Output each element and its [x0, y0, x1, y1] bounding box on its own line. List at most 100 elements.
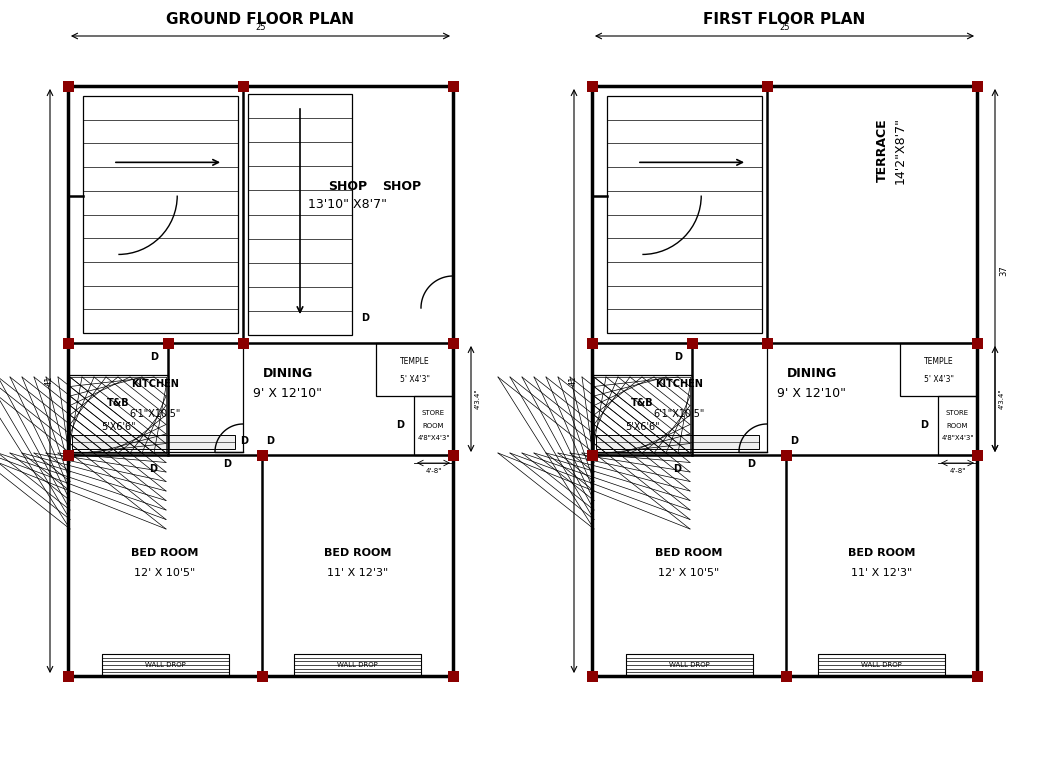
Text: 9' X 12'10": 9' X 12'10"	[254, 387, 322, 400]
Bar	[162, 338, 174, 348]
Text: KITCHEN: KITCHEN	[656, 380, 703, 390]
Text: WALL DROP: WALL DROP	[145, 662, 185, 668]
Text: 11' X 12'3": 11' X 12'3"	[327, 568, 388, 578]
Bar	[447, 80, 459, 92]
Bar	[68, 86, 453, 676]
Text: BED ROOM: BED ROOM	[655, 549, 723, 558]
Text: D: D	[223, 459, 231, 469]
Text: KITCHEN: KITCHEN	[132, 380, 179, 390]
Text: 41: 41	[569, 376, 578, 387]
Text: 4'-8": 4'-8"	[425, 468, 441, 474]
Bar	[762, 338, 772, 348]
Text: D: D	[747, 459, 755, 469]
Text: D: D	[673, 464, 681, 474]
Bar	[686, 338, 698, 348]
Bar	[596, 435, 759, 449]
Bar	[447, 449, 459, 461]
Bar	[781, 671, 791, 681]
Text: DINING: DINING	[787, 367, 836, 380]
Text: 12' X 10'5": 12' X 10'5"	[134, 568, 196, 578]
Bar	[971, 338, 983, 348]
Text: 6'1"X10'5": 6'1"X10'5"	[130, 409, 181, 419]
Bar	[781, 449, 791, 461]
Bar	[238, 80, 248, 92]
Text: TERRACE: TERRACE	[875, 118, 889, 183]
Bar	[587, 80, 597, 92]
Bar	[592, 343, 767, 452]
Bar	[72, 435, 235, 449]
Text: 4'3.4": 4'3.4"	[475, 389, 481, 410]
Text: BED ROOM: BED ROOM	[848, 549, 915, 558]
Text: 4'8"X4'3": 4'8"X4'3"	[941, 435, 974, 442]
Text: 41: 41	[45, 376, 54, 387]
Text: TEMPLE: TEMPLE	[923, 357, 954, 366]
Text: WALL DROP: WALL DROP	[861, 662, 902, 668]
Text: D: D	[790, 436, 798, 446]
Bar	[294, 654, 421, 676]
Text: 9' X 12'10": 9' X 12'10"	[778, 387, 846, 400]
Text: 13'10" X8'7": 13'10" X8'7"	[308, 198, 388, 211]
Bar	[376, 343, 453, 396]
Bar	[900, 343, 977, 396]
Text: 25: 25	[256, 23, 266, 32]
Text: 11' X 12'3": 11' X 12'3"	[851, 568, 912, 578]
Text: ROOM: ROOM	[946, 422, 968, 429]
Text: TEMPLE: TEMPLE	[399, 357, 430, 366]
Text: 25: 25	[780, 23, 790, 32]
Text: 5' X4'3": 5' X4'3"	[923, 374, 954, 384]
Text: 14'2"X8'7": 14'2"X8'7"	[894, 117, 907, 184]
Bar	[971, 449, 983, 461]
Text: BED ROOM: BED ROOM	[131, 549, 199, 558]
Bar	[587, 671, 597, 681]
Text: STORE: STORE	[946, 410, 969, 416]
Bar	[248, 94, 352, 335]
Bar	[68, 375, 168, 455]
Bar	[607, 96, 762, 333]
Text: WALL DROP: WALL DROP	[337, 662, 378, 668]
Bar	[257, 671, 267, 681]
Text: T&B: T&B	[631, 398, 653, 408]
Text: 5'X6'6": 5'X6'6"	[101, 422, 135, 432]
Bar	[971, 671, 983, 681]
Bar	[587, 338, 597, 348]
Text: SHOP: SHOP	[328, 180, 368, 193]
Text: D: D	[361, 313, 369, 323]
Bar	[63, 449, 73, 461]
Text: SHOP: SHOP	[383, 180, 421, 193]
Text: D: D	[266, 436, 274, 446]
Text: 4'8"X4'3": 4'8"X4'3"	[417, 435, 450, 442]
Bar	[762, 80, 772, 92]
Bar	[83, 96, 238, 333]
Bar	[414, 396, 453, 455]
Text: FIRST FLOOR PLAN: FIRST FLOOR PLAN	[703, 11, 866, 27]
Text: T&B: T&B	[107, 398, 129, 408]
Text: 4'3.4": 4'3.4"	[999, 389, 1005, 410]
Text: 5' X4'3": 5' X4'3"	[399, 374, 430, 384]
Text: D: D	[149, 464, 157, 474]
Bar	[447, 338, 459, 348]
Bar	[818, 654, 945, 676]
Bar	[938, 396, 977, 455]
Bar	[63, 671, 73, 681]
Bar	[63, 338, 73, 348]
Bar	[626, 654, 754, 676]
Bar	[587, 449, 597, 461]
Bar	[592, 86, 977, 676]
Text: 6'1"X10'5": 6'1"X10'5"	[654, 409, 705, 419]
Text: BED ROOM: BED ROOM	[324, 549, 391, 558]
Text: GROUND FLOOR PLAN: GROUND FLOOR PLAN	[167, 11, 354, 27]
Bar	[257, 449, 267, 461]
Text: 5'X6'6": 5'X6'6"	[625, 422, 659, 432]
Bar	[592, 375, 692, 455]
Text: STORE: STORE	[422, 410, 445, 416]
Bar	[971, 80, 983, 92]
Text: ROOM: ROOM	[422, 422, 444, 429]
Text: D: D	[920, 420, 927, 430]
Bar	[238, 338, 248, 348]
Bar	[102, 654, 230, 676]
Text: D: D	[396, 420, 403, 430]
Text: D: D	[150, 352, 158, 362]
Text: DINING: DINING	[263, 367, 312, 380]
Text: D: D	[240, 436, 248, 446]
Bar	[447, 671, 459, 681]
